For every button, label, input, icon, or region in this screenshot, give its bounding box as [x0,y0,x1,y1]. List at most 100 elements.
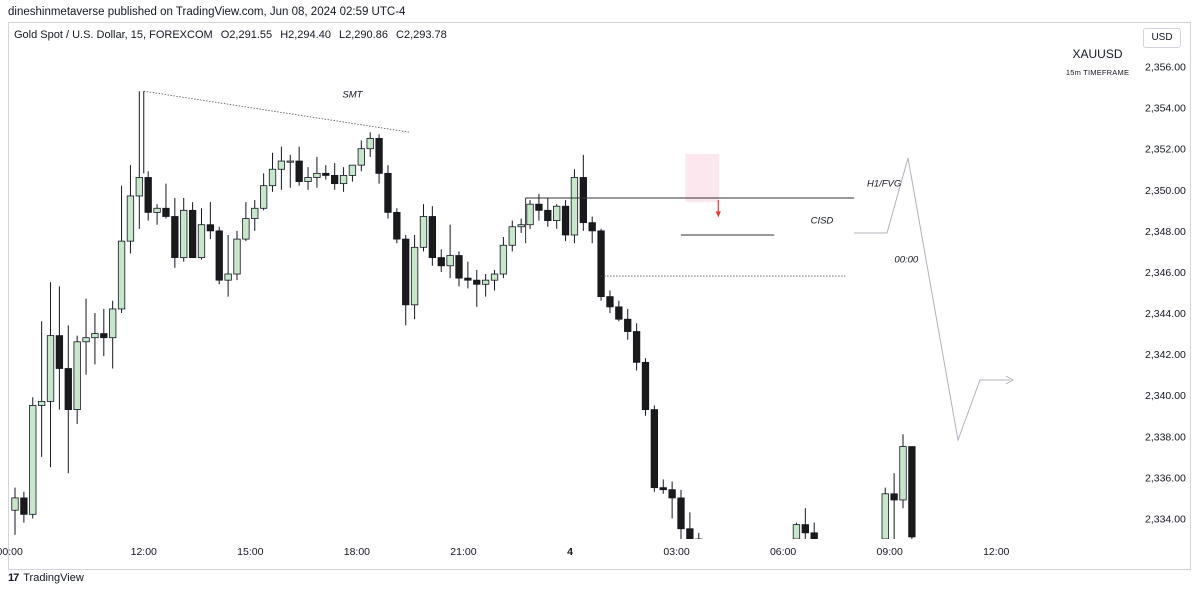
candle-body [268,168,277,187]
ohlc-high: H2,294.40 [280,29,331,41]
y-tick-label: 2,342.00 [1145,349,1186,361]
projection-path [854,157,1010,442]
candle-body [259,185,268,209]
candle-body [91,333,99,339]
plot-area: SMT H1/FVG CISD 00:00 [11,89,1015,539]
candle-body [668,489,676,499]
candle-body [650,409,659,489]
y-tick-label: 2,336.00 [1145,472,1186,484]
annotation-label: SMT [342,89,363,100]
candle-body [384,172,392,213]
candle-body [64,368,72,410]
candle-body [526,203,534,226]
ticker-label: XAUUSD [1072,47,1123,61]
candle-body [695,538,703,539]
candle-body [588,222,596,232]
candle-body [419,216,428,248]
candle-body [410,246,419,306]
candle-body [535,203,543,211]
candle-body [135,177,143,197]
candle-body [632,331,641,363]
x-tick-label: 03:00 [663,546,689,558]
candle-body [890,493,898,501]
annotation-label: H1/FVG [867,179,901,190]
publisher-line: dineshinmetaverse published on TradingVi… [8,6,406,18]
candle-body [366,138,374,150]
fvg-box [685,153,720,203]
ohlc-open: O2,291.55 [220,29,273,41]
candle-body [677,497,685,530]
timeframe-label: 15m TIMEFRAME [1065,68,1130,77]
candle-body [171,216,179,258]
candle-body [286,160,294,163]
candle-body [792,524,801,539]
down-arrow-head-icon [715,211,721,218]
candle-body [446,255,454,267]
candle-body [37,400,46,406]
candle-body [686,528,694,539]
candle-body [251,207,259,219]
tradingview-logo: 17 TradingView [8,572,84,584]
candle-body [117,240,126,310]
candle-body [508,226,516,246]
candle-body [322,172,330,176]
smt-line [143,90,411,133]
candle-body [339,175,348,185]
y-tick-label: 2,350.00 [1145,185,1186,197]
candle-body [357,148,365,166]
symbol-info: Gold Spot / U.S. Dollar, 15, FOREXCOM O2… [14,29,447,41]
candle-body [215,230,223,281]
candle-body [615,306,623,320]
candle-body [144,177,152,213]
y-tick-label: 2,344.00 [1145,308,1186,320]
candle-body [277,160,286,170]
candle-body [553,205,561,222]
y-tick-label: 2,334.00 [1145,513,1186,525]
candle-body [455,255,463,279]
candle-body [899,446,907,501]
candle-body [73,341,81,410]
candle-body [20,497,28,515]
candle-body [224,273,232,281]
annotation-label: 00:00 [894,255,918,266]
candle-body [881,493,889,539]
candle-body [242,218,250,240]
candle-body [544,209,552,222]
x-tick-label: 18:00 [344,546,370,558]
candle-body [295,160,303,182]
candle-body [46,335,55,402]
y-tick-label: 2,340.00 [1145,390,1186,402]
candle-body [437,257,445,267]
candle-body [180,209,188,258]
x-tick-label: 21:00 [450,546,476,558]
candle-body [402,238,410,306]
tradingview-logo-text: TradingView [23,572,84,584]
candle-body [304,177,312,182]
candle-body [393,211,401,240]
candle-body [375,138,383,174]
y-tick-label: 2,354.00 [1145,103,1186,115]
candle-body [109,308,117,339]
candle-body [641,361,650,410]
candle-body [624,318,632,332]
x-tick-label: 06:00 [770,546,796,558]
candle-body [233,238,241,275]
candle-body [197,224,206,258]
candle-body [206,224,215,232]
y-tick-label: 2,352.00 [1145,144,1186,156]
candle-body [606,296,614,308]
x-tick-label: 12:00 [983,546,1009,558]
x-tick-label: 00:00 [0,546,23,558]
candle-body [153,207,161,213]
candle-body [801,524,809,534]
candle-body [55,335,64,369]
tradingview-logo-icon: 17 [8,572,19,584]
x-tick-label: 15:00 [237,546,263,558]
projection-arrow-icon [1005,375,1015,385]
candle-body [490,273,499,281]
ohlc-close: C2,293.78 [396,29,447,41]
currency-button[interactable]: USD [1143,28,1181,48]
y-tick-label: 2,348.00 [1145,226,1186,238]
instrument-name: Gold Spot / U.S. Dollar, 15, FOREXCOM [14,29,213,41]
